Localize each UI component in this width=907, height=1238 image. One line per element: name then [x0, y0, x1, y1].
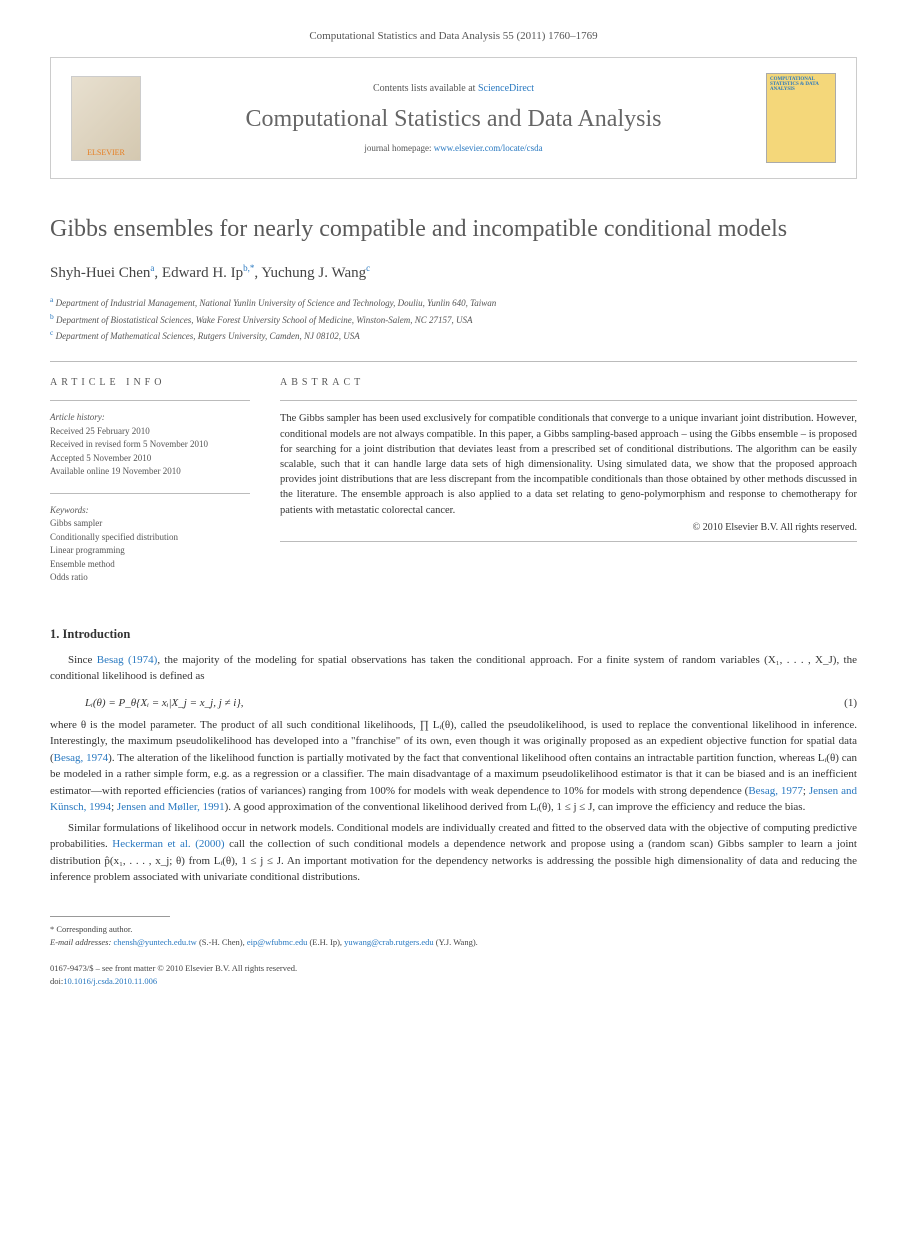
doi-link[interactable]: 10.1016/j.csda.2010.11.006	[63, 976, 157, 986]
history-received: Received 25 February 2010	[50, 425, 250, 439]
aff-mark: c	[50, 328, 53, 337]
contents-prefix: Contents lists available at	[373, 83, 478, 94]
keyword: Conditionally specified distribution	[50, 531, 250, 545]
section-heading: 1. Introduction	[50, 627, 857, 642]
author-mark: c	[366, 263, 370, 273]
email-link[interactable]: eip@wfubmc.edu	[247, 937, 307, 947]
aff-mark: b	[50, 312, 54, 321]
citation-link[interactable]: Besag (1974)	[97, 654, 158, 666]
text: , the majority of the modeling for spati…	[50, 654, 857, 683]
article-title: Gibbs ensembles for nearly compatible an…	[50, 214, 857, 245]
email-who: (E.H. Ip),	[307, 937, 344, 947]
keyword: Gibbs sampler	[50, 517, 250, 531]
emails-line: E-mail addresses: chensh@yuntech.edu.tw …	[50, 936, 857, 949]
history-block: Article history: Received 25 February 20…	[50, 411, 250, 479]
affiliation: b Department of Biostatistical Sciences,…	[50, 311, 857, 327]
doi-line: doi:10.1016/j.csda.2010.11.006	[50, 975, 857, 988]
homepage-link[interactable]: www.elsevier.com/locate/csda	[434, 143, 543, 153]
aff-text: Department of Industrial Management, Nat…	[56, 298, 497, 308]
doi-label: doi:	[50, 976, 63, 986]
publication-footer: 0167-9473/$ – see front matter © 2010 El…	[50, 962, 857, 988]
keyword: Ensemble method	[50, 558, 250, 572]
history-label: Article history:	[50, 411, 250, 425]
article-info: ARTICLE INFO Article history: Received 2…	[50, 377, 250, 599]
history-online: Available online 19 November 2010	[50, 465, 250, 479]
text: Since	[68, 654, 97, 666]
keyword: Odds ratio	[50, 571, 250, 585]
citation-link[interactable]: Jensen and Møller, 1991	[117, 801, 225, 813]
abstract-label: ABSTRACT	[280, 377, 857, 388]
divider	[50, 400, 250, 401]
history-revised: Received in revised form 5 November 2010	[50, 438, 250, 452]
citation-link[interactable]: Besag, 1977	[748, 785, 803, 797]
cover-title: COMPUTATIONAL STATISTICS & DATA ANALYSIS	[770, 77, 832, 92]
journal-header: ELSEVIER Contents lists available at Sci…	[50, 57, 857, 179]
email-link[interactable]: yuwang@crab.rutgers.edu	[344, 937, 434, 947]
equation-body: Lᵢ(θ) = P_θ{Xᵢ = xᵢ|X_j = x_j, j ≠ i},	[85, 697, 244, 709]
affiliation: a Department of Industrial Management, N…	[50, 294, 857, 310]
journal-reference: Computational Statistics and Data Analys…	[50, 30, 857, 42]
paragraph: Similar formulations of likelihood occur…	[50, 820, 857, 886]
affiliation: c Department of Mathematical Sciences, R…	[50, 327, 857, 343]
paragraph: where θ is the model parameter. The prod…	[50, 717, 857, 816]
abstract-text: The Gibbs sampler has been used exclusiv…	[280, 411, 857, 518]
cover-thumbnail: COMPUTATIONAL STATISTICS & DATA ANALYSIS	[766, 73, 836, 163]
authors-list: Shyh-Huei Chena, Edward H. Ipb,*, Yuchun…	[50, 263, 857, 282]
keywords-label: Keywords:	[50, 504, 250, 518]
keywords-block: Keywords: Gibbs sampler Conditionally sp…	[50, 504, 250, 585]
divider	[280, 541, 857, 542]
equation: Lᵢ(θ) = P_θ{Xᵢ = xᵢ|X_j = x_j, j ≠ i}, (…	[50, 689, 857, 717]
text: ). The alteration of the likelihood func…	[50, 752, 857, 797]
info-label: ARTICLE INFO	[50, 377, 250, 388]
homepage-prefix: journal homepage:	[364, 143, 433, 153]
paragraph: Since Besag (1974), the majority of the …	[50, 652, 857, 685]
header-center: Contents lists available at ScienceDirec…	[141, 83, 766, 153]
history-accepted: Accepted 5 November 2010	[50, 452, 250, 466]
author-mark: a	[150, 263, 154, 273]
citation-link[interactable]: Heckerman et al. (2000)	[112, 838, 224, 850]
section-introduction: 1. Introduction Since Besag (1974), the …	[50, 627, 857, 886]
homepage-line: journal homepage: www.elsevier.com/locat…	[156, 143, 751, 153]
contents-available: Contents lists available at ScienceDirec…	[156, 83, 751, 94]
author: Edward H. Ip	[162, 265, 243, 281]
sciencedirect-link[interactable]: ScienceDirect	[478, 83, 534, 94]
copyright: © 2010 Elsevier B.V. All rights reserved…	[280, 522, 857, 533]
text: ). A good approximation of the conventio…	[225, 801, 806, 813]
info-abstract-row: ARTICLE INFO Article history: Received 2…	[50, 361, 857, 599]
aff-text: Department of Biostatistical Sciences, W…	[56, 315, 473, 325]
divider	[50, 493, 250, 494]
corresponding-note: * Corresponding author.	[50, 923, 857, 936]
publisher-logo: ELSEVIER	[71, 76, 141, 161]
footnote-separator	[50, 916, 170, 917]
author: Yuchung J. Wang	[261, 265, 366, 281]
front-matter: 0167-9473/$ – see front matter © 2010 El…	[50, 962, 857, 975]
divider	[280, 400, 857, 401]
footnote-block: * Corresponding author. E-mail addresses…	[50, 923, 857, 949]
author: Shyh-Huei Chen	[50, 265, 150, 281]
aff-mark: a	[50, 295, 53, 304]
journal-name: Computational Statistics and Data Analys…	[156, 106, 751, 133]
emails-label: E-mail addresses:	[50, 937, 111, 947]
affiliations: a Department of Industrial Management, N…	[50, 294, 857, 343]
email-link[interactable]: chensh@yuntech.edu.tw	[113, 937, 196, 947]
citation-link[interactable]: Besag, 1974	[54, 752, 108, 764]
abstract-column: ABSTRACT The Gibbs sampler has been used…	[280, 377, 857, 599]
author-mark: b,*	[243, 263, 254, 273]
equation-number: (1)	[844, 697, 857, 709]
keyword: Linear programming	[50, 544, 250, 558]
aff-text: Department of Mathematical Sciences, Rut…	[56, 331, 360, 341]
email-who: (S.-H. Chen),	[197, 937, 247, 947]
email-who: (Y.J. Wang).	[434, 937, 478, 947]
